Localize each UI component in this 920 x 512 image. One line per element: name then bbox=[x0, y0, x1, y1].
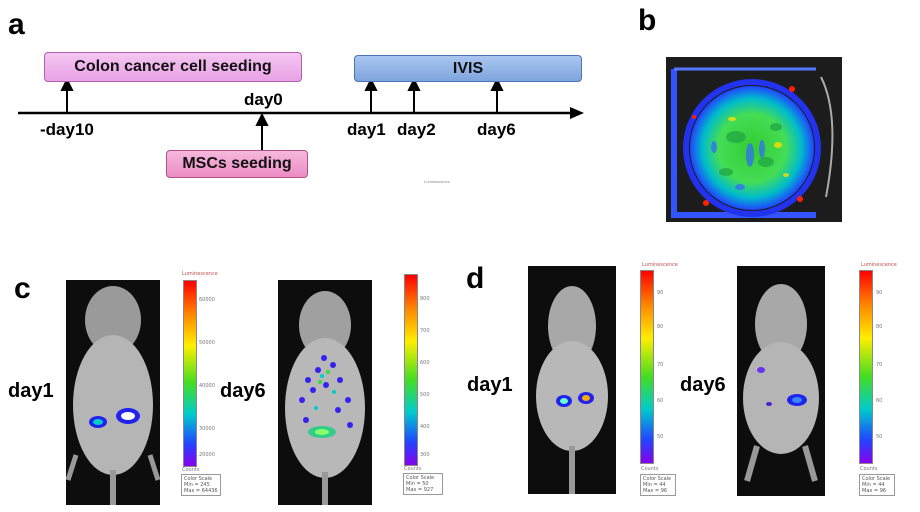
colorbar-d1-tick: 50 bbox=[657, 434, 664, 440]
mouse-image-d-day6 bbox=[737, 266, 825, 496]
colorbar-c2-tick: 600 bbox=[420, 360, 430, 366]
timeline-arrowhead bbox=[570, 107, 584, 119]
colorbar-c1-tick: 60000 bbox=[199, 297, 215, 303]
colorbar-d2 bbox=[859, 270, 873, 464]
colorbar-d1-info: Color Scale Min = 44 Max = 96 bbox=[640, 474, 676, 496]
colorbar-d2-tick: 50 bbox=[876, 434, 883, 440]
colorbar-d2-title: Luminescence bbox=[861, 262, 897, 268]
colorbar-c1-tick: 20000 bbox=[199, 452, 215, 458]
colorbar-c2-tick: 500 bbox=[420, 392, 430, 398]
colorbar-c1 bbox=[183, 280, 197, 467]
colorbar-d2-tick: 70 bbox=[876, 362, 883, 368]
ivis-box: IVIS bbox=[354, 55, 582, 82]
colorbar-c2-units: Counts bbox=[404, 466, 422, 472]
colorbar-d1-title: Luminescence bbox=[642, 262, 678, 268]
colorbar-d1-units: Counts bbox=[641, 466, 659, 472]
colorbar-c1-tick: 30000 bbox=[199, 426, 215, 432]
colorbar-c2-tick: 700 bbox=[420, 328, 430, 334]
panel-c-day1-label: day1 bbox=[8, 380, 54, 402]
colorbar-d2-tick: 60 bbox=[876, 398, 883, 404]
tick-day-minus10: -day10 bbox=[40, 120, 94, 139]
colorbar-c2-tick: 800 bbox=[420, 296, 430, 302]
colorbar-c1-info: Color Scale Min = 245 Max = 64436 bbox=[181, 474, 221, 496]
colorbar-d1 bbox=[640, 270, 654, 464]
colon-seeding-box: Colon cancer cell seeding bbox=[44, 52, 302, 82]
colorbar-d1-tick: 90 bbox=[657, 290, 664, 296]
colorbar-c1-title: Luminescence bbox=[182, 271, 218, 277]
tick-day1: day1 bbox=[347, 120, 386, 139]
colorbar-c2-tick: 400 bbox=[420, 424, 430, 430]
panel-a-label: a bbox=[8, 8, 25, 41]
tick-day0: day0 bbox=[244, 90, 283, 109]
colorbar-d1-tick: 60 bbox=[657, 398, 664, 404]
colorbar-d1-tick: 70 bbox=[657, 362, 664, 368]
colorbar-c2-tick: 300 bbox=[420, 452, 430, 458]
timeline-diagram bbox=[18, 77, 584, 150]
panel-d-day1-label: day1 bbox=[467, 374, 513, 396]
colorbar-d2-info: Color Scale Min = 44 Max = 96 bbox=[859, 474, 895, 496]
colorbar-d1-tick: 80 bbox=[657, 324, 664, 330]
colorbar-c1-tick: 40000 bbox=[199, 383, 215, 389]
colorbar-c2-info: Color Scale Min = 50 Max = 927 bbox=[403, 473, 443, 495]
tick-day6: day6 bbox=[477, 120, 516, 139]
mouse-image-c-day1 bbox=[66, 280, 160, 505]
panel-b-label: b bbox=[638, 4, 657, 37]
colorbar-c1-tick: 50000 bbox=[199, 340, 215, 346]
colorbar-d2-tick: 80 bbox=[876, 324, 883, 330]
panel-c-day6-label: day6 bbox=[220, 380, 266, 402]
well-plate-image bbox=[666, 57, 842, 222]
colorbar-c2 bbox=[404, 274, 418, 466]
tick-day2: day2 bbox=[397, 120, 436, 139]
stray-luminescence-text: Luminescence bbox=[424, 179, 450, 184]
colorbar-c1-units: Counts bbox=[182, 467, 200, 473]
panel-d-day6-label: day6 bbox=[680, 374, 726, 396]
msc-seeding-box: MSCs seeding bbox=[166, 150, 308, 178]
panel-d-label: d bbox=[466, 262, 485, 295]
mouse-image-d-day1 bbox=[528, 266, 616, 494]
colorbar-d2-units: Counts bbox=[860, 466, 878, 472]
panel-c-label: c bbox=[14, 272, 31, 305]
mouse-image-c-day6 bbox=[278, 280, 372, 505]
colorbar-d2-tick: 90 bbox=[876, 290, 883, 296]
